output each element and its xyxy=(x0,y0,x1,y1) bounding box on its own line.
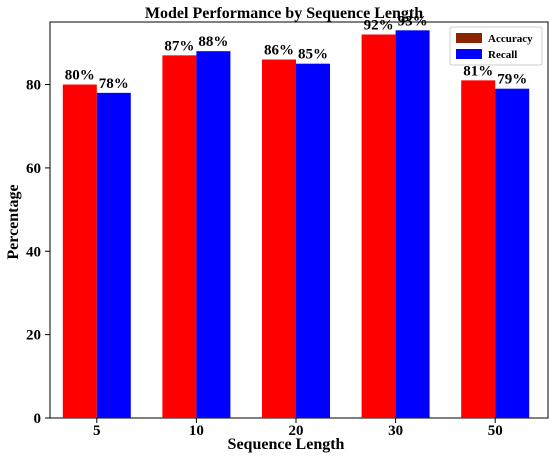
x-tick-label: 50 xyxy=(488,423,503,439)
plot-area: 0 20 40 60 80 80%78% 5 87% 88% 10 86% 85% 20 92% 93% 30… xyxy=(26,13,549,439)
data-label-accuracy: 80% xyxy=(65,68,95,84)
data-label-recall: 78% xyxy=(99,76,129,92)
x-tick-label: 5 xyxy=(93,423,101,439)
bar-accuracy xyxy=(62,84,97,419)
y-tick-label: 60 xyxy=(26,161,41,177)
x-tick-label: 30 xyxy=(388,423,403,439)
legend-swatch-recall xyxy=(456,49,482,59)
y-axis-label: Percentage xyxy=(5,184,22,259)
bar-recall xyxy=(196,51,231,418)
data-label-accuracy: 86% xyxy=(264,43,294,59)
x-tick-label: 20 xyxy=(289,423,304,439)
data-label-recall: 79% xyxy=(497,72,527,88)
bar-accuracy xyxy=(461,80,496,418)
legend-label-recall: Recall xyxy=(488,49,517,61)
bar-recall xyxy=(96,92,131,418)
chart-title: Model Performance by Sequence Length xyxy=(145,5,423,22)
bar-recall xyxy=(495,88,530,419)
data-label-accuracy: 92% xyxy=(364,18,394,34)
data-label-recall: 85% xyxy=(298,47,328,63)
data-label-recall: 88% xyxy=(198,34,228,50)
x-tick-label: 10 xyxy=(189,423,204,439)
data-label-accuracy: 81% xyxy=(463,63,493,79)
bar-accuracy xyxy=(262,59,296,419)
x-axis-label: Sequence Length xyxy=(228,436,345,453)
legend: Accuracy Recall xyxy=(449,26,543,66)
y-tick-label: 40 xyxy=(26,244,41,260)
data-label-accuracy: 87% xyxy=(164,38,194,54)
bar-recall xyxy=(296,63,330,419)
bar-accuracy xyxy=(162,55,197,418)
data-label-recall: 93% xyxy=(398,13,428,29)
legend-swatch-accuracy xyxy=(456,33,482,43)
y-tick-label: 0 xyxy=(34,411,42,427)
legend-label-accuracy: Accuracy xyxy=(488,33,533,45)
y-tick-label: 20 xyxy=(26,328,41,344)
bar-recall xyxy=(395,30,430,418)
y-tick-label: 80 xyxy=(26,78,41,94)
bar-accuracy xyxy=(361,34,396,419)
